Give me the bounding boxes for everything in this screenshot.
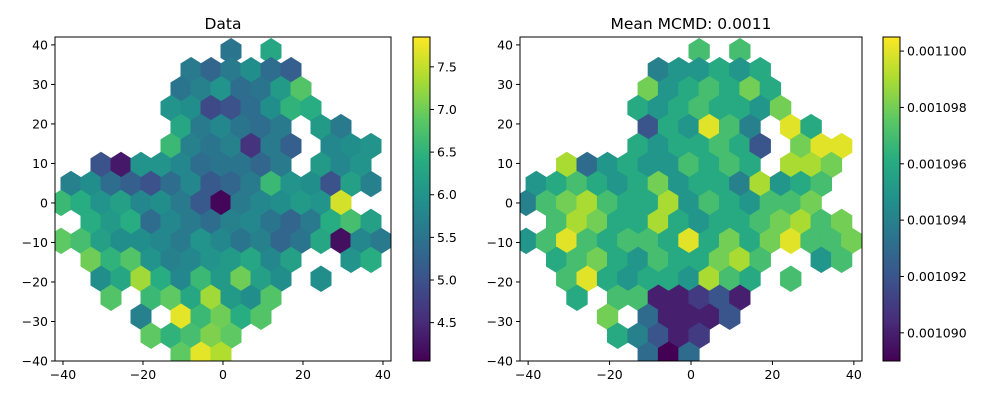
y-tick-label: −40: [22, 354, 48, 369]
right-hex-cell: [830, 246, 853, 274]
right-colorbar-gradient: [882, 36, 901, 362]
colorbar-tick-label: 0.001096: [907, 156, 967, 171]
left-hex-cell: [360, 170, 382, 198]
colorbar-tick-label: 4.5: [437, 315, 457, 330]
colorbar-tick-label: 0.001092: [907, 269, 967, 284]
right-colorbar-ticks: 0.001090 0.001092 0.001094 0.001096 0.001098…: [900, 44, 967, 340]
y-tick-label: −20: [487, 274, 513, 289]
colorbar-tick-label: 6.5: [437, 145, 457, 160]
y-tick-label: −30: [487, 314, 513, 329]
y-tick-label: 10: [32, 156, 48, 171]
left-axes: −40 −20 0 20 40 −40 −30 −20 −10 0 10 20 30 40: [22, 37, 391, 382]
colorbar-tick-label: 7.5: [437, 59, 457, 74]
y-tick-label: 30: [32, 77, 48, 92]
right-hex-cell: [718, 303, 741, 330]
colorbar-tick-label: 7.0: [437, 102, 457, 117]
colorbar-tick-label: 0.001090: [907, 325, 967, 340]
y-tick-label: −10: [22, 235, 48, 250]
y-tick-label: 40: [32, 37, 48, 52]
y-tick-label: −20: [22, 274, 48, 289]
right-chart: Mean MCMD: 0.0011 −40 −20 0 20 40 −40 −30 −20 −1…: [487, 15, 863, 382]
y-tick-label: 20: [497, 116, 513, 131]
x-tick-label: −40: [515, 367, 541, 382]
left-colorbar-ticks: 4.5 5.0 5.5 6.0 6.5 7.0 7.5: [430, 59, 457, 330]
x-tick-label: 20: [295, 367, 311, 382]
left-hexbin-cells: [55, 37, 391, 361]
x-tick-label: 20: [764, 367, 780, 382]
x-tick-label: 0: [219, 367, 227, 382]
right-hexbin-cells: [520, 37, 862, 361]
x-tick-label: −20: [130, 367, 156, 382]
right-chart-title: Mean MCMD: 0.0011: [610, 15, 771, 33]
y-tick-label: −10: [487, 235, 513, 250]
colorbar-tick-label: 5.0: [437, 273, 457, 288]
left-hex-cell: [360, 246, 382, 274]
x-tick-label: −20: [596, 367, 622, 382]
x-tick-label: −40: [50, 367, 76, 382]
right-colorbar: 0.001090 0.001092 0.001094 0.001096 0.001098…: [882, 36, 967, 362]
x-tick-label: 0: [687, 367, 695, 382]
y-tick-label: 0: [40, 195, 48, 210]
right-hex-cell: [678, 341, 700, 361]
y-tick-label: 10: [497, 156, 513, 171]
left-chart: Data −40 −20 0 20 40 −40 −30 −20 −10 0 10 20 30 40: [22, 15, 392, 382]
right-hex-cell: [780, 265, 802, 293]
colorbar-tick-label: 5.5: [437, 230, 457, 245]
left-chart-title: Data: [204, 15, 241, 33]
colorbar-tick-label: 0.001098: [907, 100, 967, 115]
y-tick-label: 20: [32, 116, 48, 131]
y-tick-label: 0: [505, 195, 513, 210]
right-hex-cell: [566, 284, 588, 312]
colorbar-tick-label: 6.0: [437, 187, 457, 202]
x-tick-label: 40: [846, 367, 862, 382]
left-hex-cell: [100, 284, 122, 312]
y-tick-label: 30: [497, 77, 513, 92]
left-colorbar: 4.5 5.0 5.5 6.0 6.5 7.0 7.5: [412, 36, 457, 362]
left-hex-cell: [310, 265, 332, 293]
left-hex-cell: [210, 341, 232, 361]
colorbar-tick-label: 0.001100: [907, 44, 967, 59]
left-colorbar-gradient: [412, 36, 431, 362]
y-tick-label: −30: [22, 314, 48, 329]
x-tick-label: 40: [375, 367, 391, 382]
right-axes: −40 −20 0 20 40 −40 −30 −20 −10 0 10 20 30 40: [487, 37, 862, 382]
y-tick-label: −40: [487, 354, 513, 369]
left-hex-cell: [250, 303, 272, 330]
y-tick-label: 40: [497, 37, 513, 52]
colorbar-tick-label: 0.001094: [907, 213, 967, 228]
